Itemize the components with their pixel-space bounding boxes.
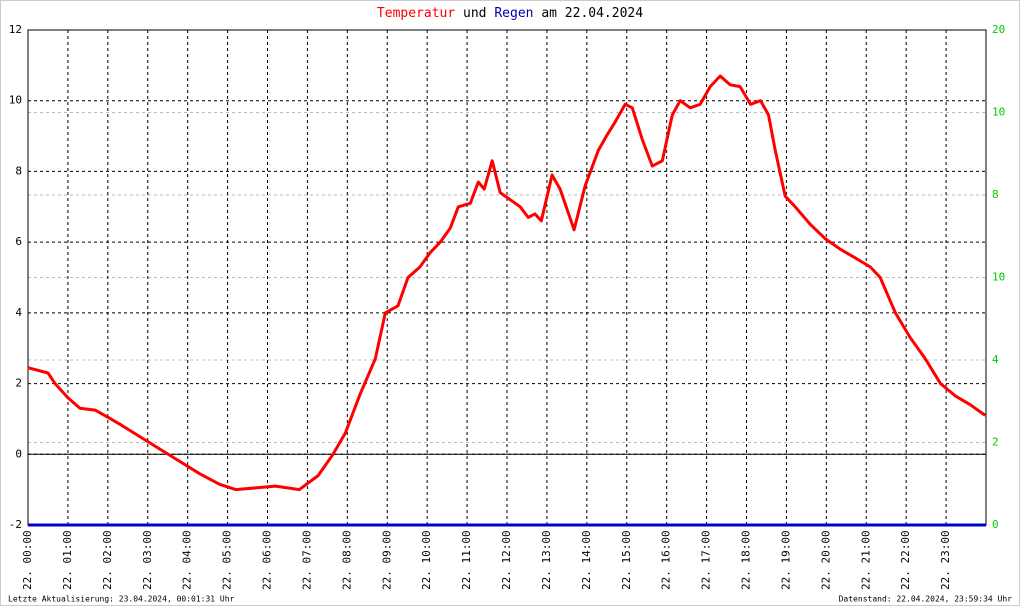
title-rain: Regen [494, 6, 533, 21]
footer-right: Datenstand: 22.04.2024, 23:59:34 Uhr [839, 595, 1013, 604]
y-tick-label: 0 [15, 447, 22, 460]
x-tick-label: 22. 21:00 [859, 530, 872, 590]
y2-tick-label: 8 [992, 188, 999, 201]
x-tick-label: 22. 01:00 [61, 530, 74, 590]
y-tick-label: 4 [15, 306, 22, 319]
x-tick-label: 22. 20:00 [819, 530, 832, 590]
series-line [27, 74, 987, 492]
y-tick-label: 10 [9, 94, 22, 107]
y-tick-label: -2 [9, 518, 22, 531]
x-tick-label: 22. 14:00 [580, 530, 593, 590]
x-tick-label: 22. 05:00 [221, 530, 234, 590]
title-temp: Temperatur [377, 6, 455, 21]
y2-tick-label: 20 [992, 23, 1005, 36]
y2-tick-label: 2 [992, 436, 999, 449]
title-part: und [463, 6, 486, 21]
x-tick-label: 22. 04:00 [181, 530, 194, 590]
title-part: am 22.04.2024 [541, 6, 643, 21]
x-tick-label: 22. 13:00 [540, 530, 553, 590]
x-tick-label: 22. 18:00 [740, 530, 753, 590]
x-tick-label: 22. 17:00 [700, 530, 713, 590]
x-tick-label: 22. 02:00 [101, 530, 114, 590]
x-tick-label: 22. 09:00 [380, 530, 393, 590]
y2-tick-label: 0 [992, 518, 999, 531]
footer-left: Letzte Aktualisierung: 23.04.2024, 00:01… [8, 595, 235, 604]
y-tick-label: 12 [9, 23, 22, 36]
y-tick-label: 8 [15, 164, 22, 177]
x-tick-label: 22. 08:00 [340, 530, 353, 590]
y-tick-label: 2 [15, 377, 22, 390]
x-tick-label: 22. 15:00 [620, 530, 633, 590]
x-tick-label: 22. 06:00 [261, 530, 274, 590]
x-tick-label: 22. 22:00 [899, 530, 912, 590]
y-tick-label: 6 [15, 235, 22, 248]
x-tick-label: 22. 19:00 [779, 530, 792, 590]
y2-tick-label: 4 [992, 353, 999, 366]
x-tick-label: 22. 11:00 [460, 530, 473, 590]
x-tick-label: 22. 07:00 [300, 530, 313, 590]
x-tick-label: 22. 00:00 [21, 530, 34, 590]
chart-title: Temperatur und Regen am 22.04.2024 [377, 6, 643, 21]
x-tick-label: 22. 16:00 [660, 530, 673, 590]
x-tick-label: 22. 12:00 [500, 530, 513, 590]
y2-tick-label: 10 [992, 106, 1005, 119]
x-tick-label: 22. 03:00 [141, 530, 154, 590]
y2-tick-label: 10 [992, 271, 1005, 284]
x-tick-label: 22. 23:00 [939, 530, 952, 590]
x-tick-label: 22. 10:00 [420, 530, 433, 590]
